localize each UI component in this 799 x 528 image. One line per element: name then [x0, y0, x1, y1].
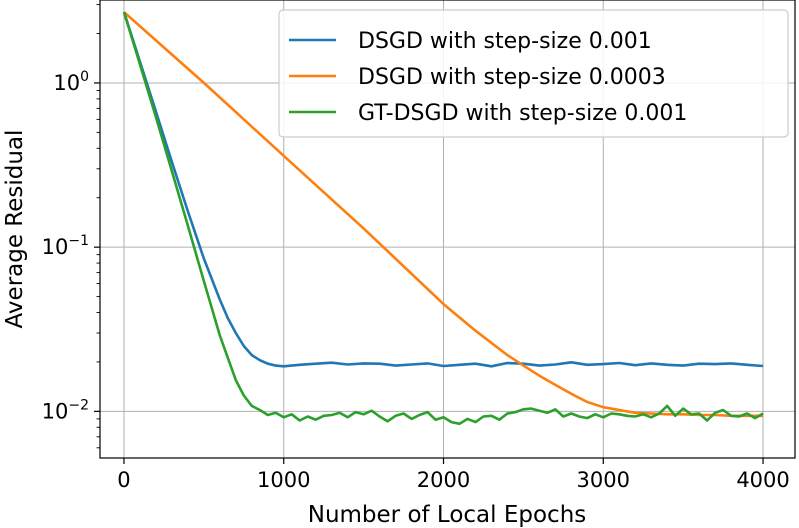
y-tick-label: 10−2 [42, 397, 89, 423]
y-tick-label: 10−1 [42, 233, 89, 259]
legend-label: DSGD with step-size 0.0003 [358, 65, 666, 90]
legend-label: DSGD with step-size 0.001 [358, 29, 652, 54]
y-tick-label: 100 [53, 69, 89, 95]
legend-label: GT-DSGD with step-size 0.001 [358, 101, 687, 126]
x-axis-label: Number of Local Epochs [308, 502, 587, 528]
x-tick-label: 1000 [257, 468, 310, 492]
x-tick-label: 0 [117, 468, 130, 492]
x-tick-label: 3000 [577, 468, 630, 492]
x-tick-label: 4000 [736, 468, 789, 492]
legend: DSGD with step-size 0.001 DSGD with step-… [279, 10, 788, 137]
x-tick-label: 2000 [417, 468, 470, 492]
y-axis-label: Average Residual [2, 130, 28, 329]
